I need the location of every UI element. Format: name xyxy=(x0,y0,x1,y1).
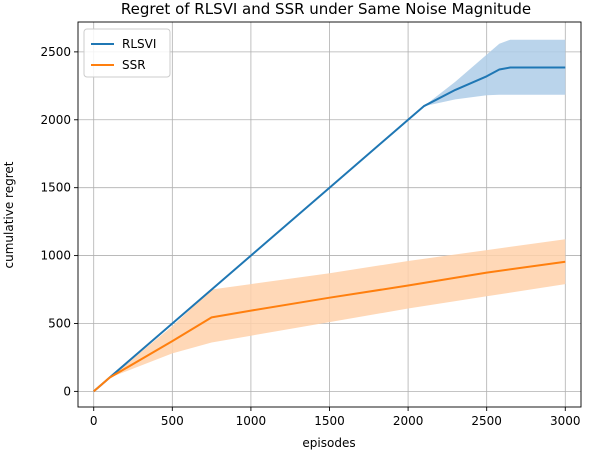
y-axis-ticks: 0 500 1000 1500 2000 2500 xyxy=(40,45,78,398)
y-tick-label: 1000 xyxy=(40,249,71,263)
x-tick-label: 2000 xyxy=(393,414,424,428)
x-tick-label: 3000 xyxy=(550,414,581,428)
x-tick-label: 1500 xyxy=(314,414,345,428)
y-axis-label: cumulative regret xyxy=(2,161,16,268)
line-rlsvi xyxy=(93,66,566,393)
x-tick-label: 1000 xyxy=(236,414,267,428)
x-tick-label: 0 xyxy=(90,414,98,428)
x-tick-label: 500 xyxy=(161,414,184,428)
band-ssr xyxy=(93,239,566,392)
line-ssr xyxy=(93,260,566,393)
y-tick-label: 0 xyxy=(63,384,71,398)
y-tick-label: 2500 xyxy=(40,45,71,59)
chart-title: Regret of RLSVI and SSR under Same Noise… xyxy=(121,0,531,18)
legend: RLSVI SSR xyxy=(83,28,171,78)
x-axis-ticks: 0 500 1000 1500 2000 2500 3000 xyxy=(90,407,581,428)
legend-label-ssr: SSR xyxy=(122,58,146,72)
y-tick-label: 1500 xyxy=(40,181,71,195)
y-tick-label: 2000 xyxy=(40,113,71,127)
confidence-bands xyxy=(93,39,566,392)
band-rlsvi xyxy=(93,39,566,392)
series-lines xyxy=(93,66,566,393)
x-tick-label: 2500 xyxy=(471,414,502,428)
legend-label-rlsvi: RLSVI xyxy=(122,37,156,51)
x-axis-label: episodes xyxy=(302,436,355,450)
y-tick-label: 500 xyxy=(48,316,71,330)
